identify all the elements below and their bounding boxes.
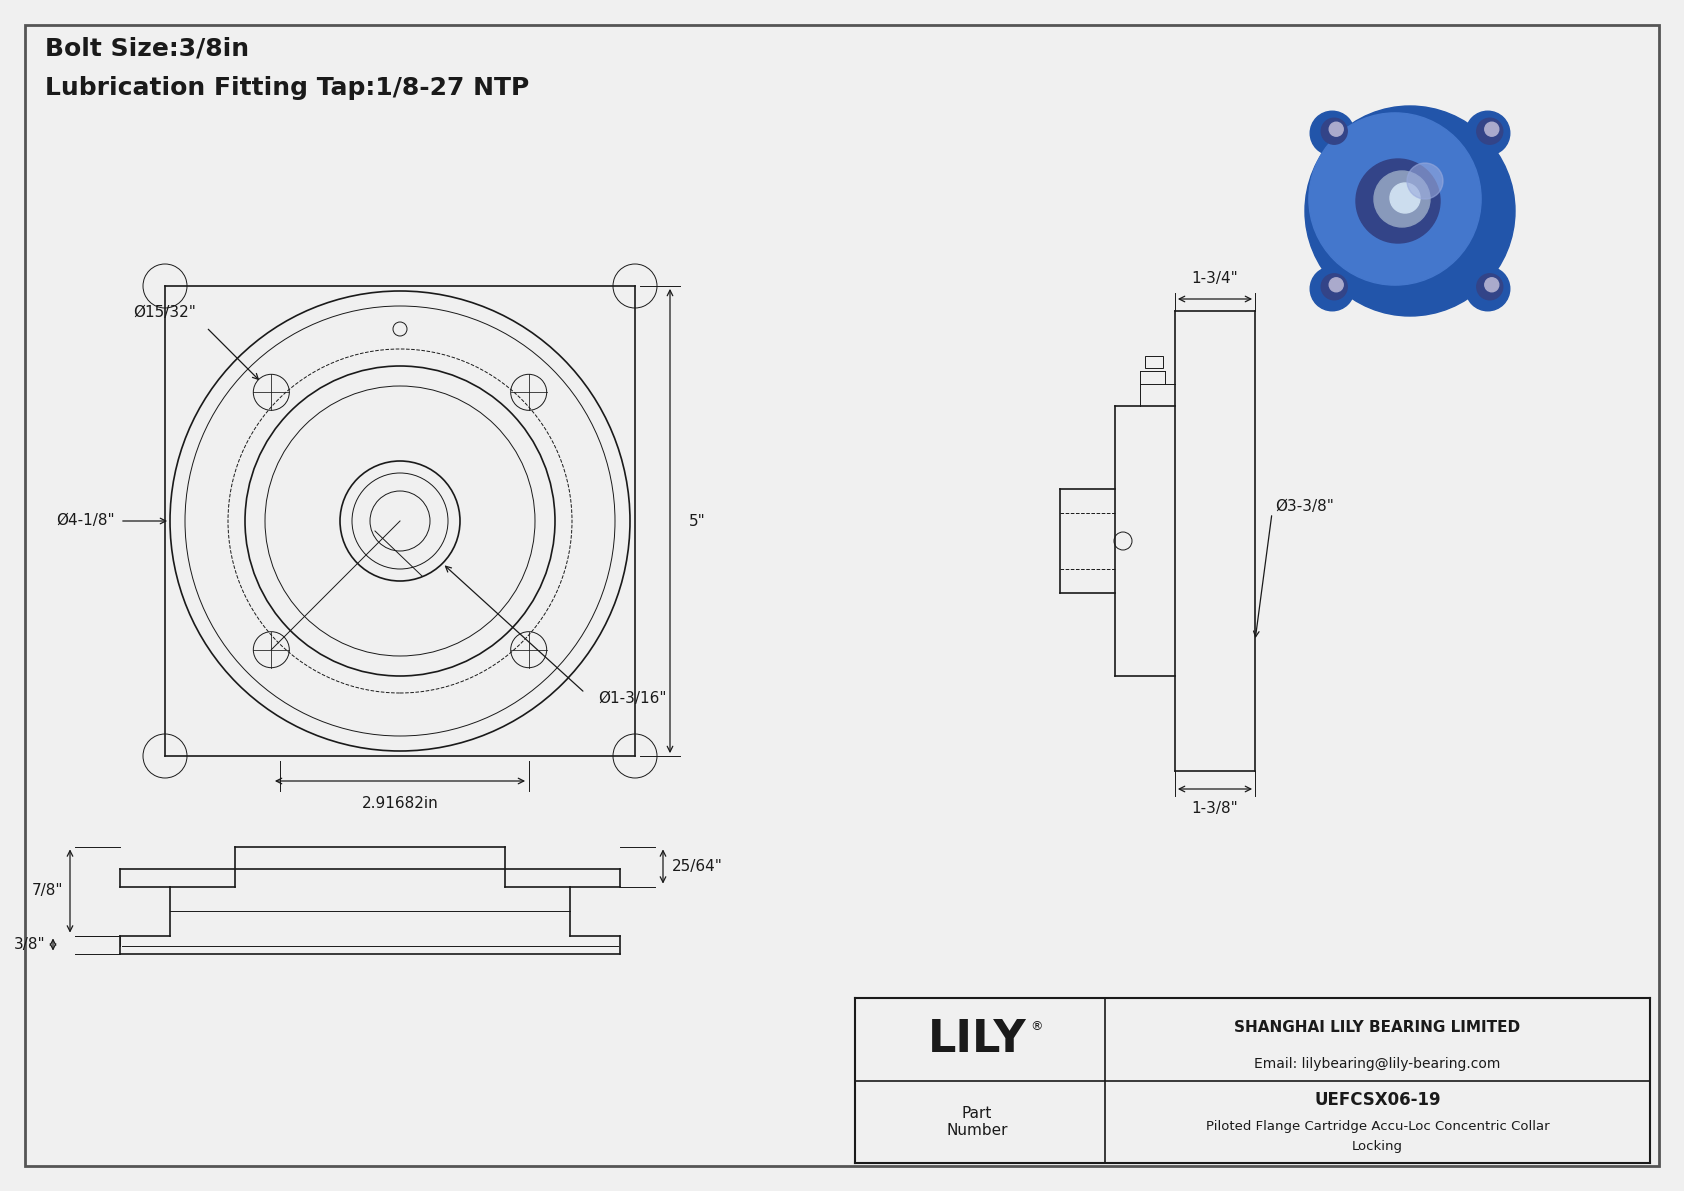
Bar (1145, 356, 1164, 368)
Circle shape (1329, 278, 1344, 292)
Circle shape (1408, 163, 1443, 199)
Text: Ø4-1/8": Ø4-1/8" (56, 513, 115, 529)
Text: 1-3/8": 1-3/8" (1192, 802, 1238, 817)
Text: SHANGHAI LILY BEARING LIMITED: SHANGHAI LILY BEARING LIMITED (1234, 1021, 1521, 1035)
Text: Piloted Flange Cartridge Accu-Loc Concentric Collar: Piloted Flange Cartridge Accu-Loc Concen… (1206, 1121, 1549, 1133)
Circle shape (1329, 123, 1344, 136)
Text: 1-3/4": 1-3/4" (1192, 272, 1238, 287)
Text: Part
Number: Part Number (946, 1105, 1007, 1137)
Text: Lubrication Fitting Tap:1/8-27 NTP: Lubrication Fitting Tap:1/8-27 NTP (45, 76, 529, 100)
Text: 3/8": 3/8" (13, 937, 45, 952)
Circle shape (1322, 274, 1347, 300)
Circle shape (1389, 183, 1420, 213)
Circle shape (1485, 123, 1499, 136)
Circle shape (1308, 113, 1482, 285)
Text: Locking: Locking (1352, 1140, 1403, 1153)
Circle shape (1322, 118, 1347, 144)
Text: 25/64": 25/64" (672, 859, 722, 874)
Circle shape (1374, 172, 1430, 227)
Text: Ø3-3/8": Ø3-3/8" (1275, 499, 1334, 513)
Text: Ø1-3/16": Ø1-3/16" (598, 692, 667, 706)
Text: LILY: LILY (928, 1018, 1026, 1061)
Text: 2.91682in: 2.91682in (362, 797, 438, 811)
Circle shape (1477, 274, 1502, 300)
Circle shape (1356, 160, 1440, 243)
Text: Email: lilybearing@lily-bearing.com: Email: lilybearing@lily-bearing.com (1255, 1056, 1500, 1071)
Text: 7/8": 7/8" (32, 884, 62, 898)
Text: Bolt Size:3/8in: Bolt Size:3/8in (45, 36, 249, 60)
Circle shape (1477, 118, 1502, 144)
Circle shape (1465, 267, 1511, 311)
Circle shape (1465, 111, 1511, 155)
Text: ®: ® (1031, 1019, 1044, 1033)
Circle shape (1485, 278, 1499, 292)
Text: Ø15/32": Ø15/32" (133, 305, 197, 320)
Text: 5": 5" (689, 513, 706, 529)
Circle shape (1305, 106, 1516, 316)
Circle shape (1310, 267, 1354, 311)
Circle shape (1310, 111, 1354, 155)
Text: UEFCSX06-19: UEFCSX06-19 (1314, 1091, 1442, 1109)
